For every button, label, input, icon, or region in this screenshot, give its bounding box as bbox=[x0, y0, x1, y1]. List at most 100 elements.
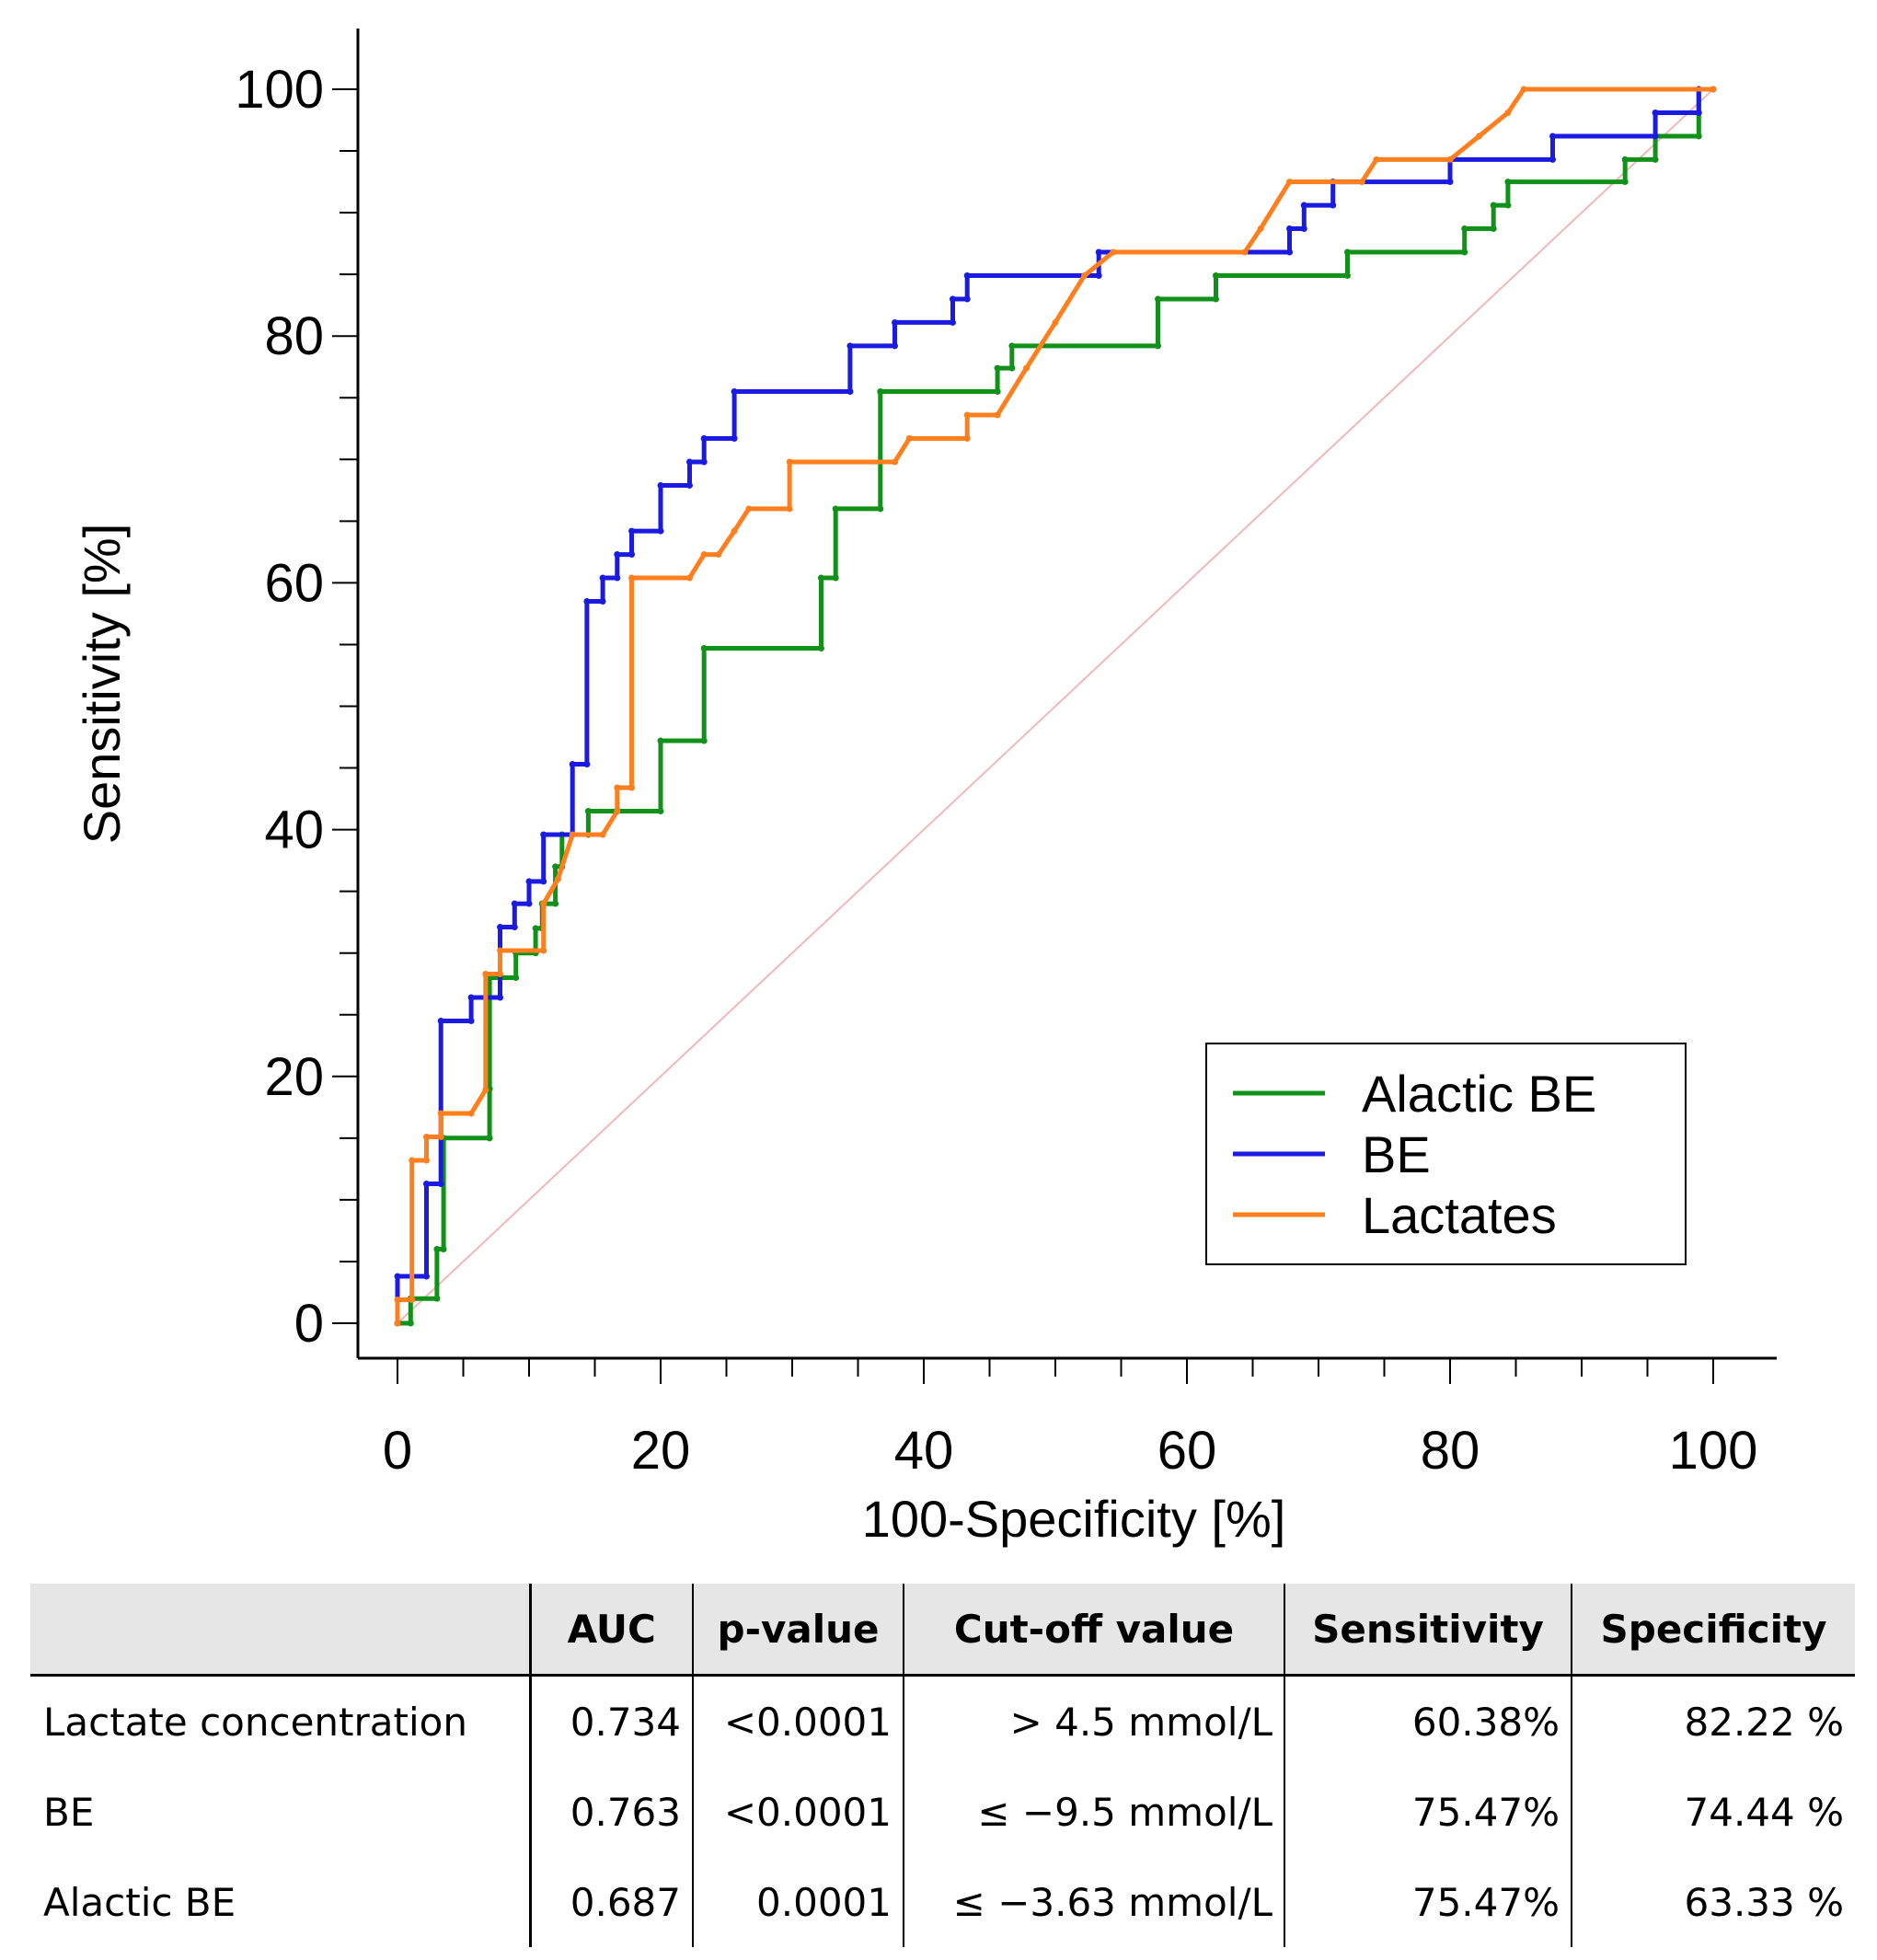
data-point bbox=[1023, 364, 1031, 372]
data-point bbox=[817, 644, 824, 651]
data-point bbox=[657, 737, 664, 744]
data-point bbox=[715, 551, 722, 559]
data-point bbox=[532, 925, 539, 932]
data-point bbox=[1373, 156, 1380, 163]
data-point bbox=[440, 1246, 447, 1253]
table-header-cell: Sensitivity bbox=[1284, 1584, 1572, 1677]
table-cell: ≤ −9.5 mmol/L bbox=[903, 1767, 1284, 1857]
table-row: Lactate concentration 0.734 <0.0001 > 4.… bbox=[30, 1675, 1855, 1767]
data-point bbox=[685, 574, 693, 582]
x-tick-label: 0 bbox=[383, 1421, 412, 1481]
data-point bbox=[832, 574, 839, 582]
data-point bbox=[1257, 225, 1264, 233]
data-point bbox=[409, 1297, 416, 1304]
table-header-cell bbox=[30, 1584, 530, 1677]
data-point bbox=[963, 271, 971, 279]
series-lactates bbox=[394, 86, 1717, 1327]
y-tick-label: 60 bbox=[264, 553, 324, 613]
data-point bbox=[1358, 179, 1365, 186]
legend-label-alactic-be: Alactic BE bbox=[1362, 1065, 1596, 1123]
data-point bbox=[512, 974, 520, 982]
data-point bbox=[394, 1297, 401, 1304]
table-cell: Alactic BE bbox=[43, 1879, 236, 1925]
table-row: Alactic BE 0.687 0.0001 ≤ −3.63 mmol/L 7… bbox=[30, 1857, 1855, 1947]
data-point bbox=[846, 388, 854, 396]
data-point bbox=[1504, 179, 1512, 186]
data-point bbox=[1695, 109, 1702, 116]
data-point bbox=[599, 831, 606, 838]
x-tick-label: 40 bbox=[894, 1421, 954, 1481]
data-point bbox=[422, 1134, 430, 1141]
data-point bbox=[540, 900, 547, 907]
table-cell: <0.0001 bbox=[692, 1767, 904, 1857]
data-point bbox=[511, 924, 518, 931]
data-point bbox=[1300, 202, 1307, 209]
data-point bbox=[437, 1110, 444, 1117]
table-cell: 63.33 % bbox=[1571, 1857, 1855, 1947]
data-point bbox=[467, 1017, 475, 1024]
data-point bbox=[552, 900, 559, 907]
data-point bbox=[552, 863, 559, 870]
data-point bbox=[700, 458, 708, 466]
table-cell: 0.0001 bbox=[692, 1857, 904, 1947]
reference-line bbox=[397, 88, 1714, 1324]
data-point bbox=[1621, 156, 1629, 163]
table-cell: ≤ −3.63 mmol/L bbox=[903, 1857, 1284, 1947]
data-point bbox=[437, 1134, 444, 1141]
data-point bbox=[657, 527, 664, 535]
results-table: AUC p-value Cut-off value Sensitivity Sp… bbox=[30, 1584, 1855, 1947]
table-row: BE 0.763 <0.0001 ≤ −9.5 mmol/L 75.47% 74… bbox=[30, 1767, 1855, 1857]
data-point bbox=[1241, 248, 1249, 256]
data-point bbox=[1300, 225, 1307, 233]
data-point bbox=[892, 342, 899, 350]
data-point bbox=[817, 574, 824, 582]
data-point bbox=[700, 551, 708, 559]
data-point bbox=[786, 458, 793, 466]
data-point bbox=[1095, 271, 1102, 279]
data-point bbox=[905, 435, 913, 443]
legend-label-be: BE bbox=[1362, 1125, 1431, 1183]
data-point bbox=[599, 598, 606, 605]
table-cell: 60.38% bbox=[1284, 1675, 1572, 1767]
table-cell: 0.763 bbox=[528, 1767, 693, 1857]
series-line-lactates bbox=[395, 86, 1713, 1323]
data-point bbox=[832, 505, 839, 513]
data-point bbox=[1095, 248, 1102, 256]
y-tick-label: 80 bbox=[264, 306, 324, 366]
y-tick-label: 20 bbox=[264, 1047, 324, 1107]
data-point bbox=[1343, 248, 1351, 256]
legend: Alactic BE BE Lactates bbox=[1205, 1043, 1687, 1265]
data-point bbox=[1286, 248, 1294, 256]
data-point bbox=[437, 1017, 444, 1024]
data-point bbox=[1110, 248, 1117, 256]
data-point bbox=[511, 900, 518, 907]
data-point bbox=[614, 574, 621, 582]
data-point bbox=[614, 551, 621, 559]
x-tick-label: 20 bbox=[631, 1421, 691, 1481]
data-point bbox=[1695, 133, 1702, 140]
data-point bbox=[963, 295, 971, 303]
data-point bbox=[1490, 225, 1497, 233]
table-header-cell: Cut-off value bbox=[903, 1584, 1284, 1677]
data-point bbox=[1475, 133, 1482, 140]
table-cell: 0.734 bbox=[528, 1675, 693, 1767]
data-point bbox=[731, 388, 738, 396]
table-cell: Lactate concentration bbox=[43, 1699, 467, 1745]
data-point bbox=[525, 900, 533, 907]
data-point bbox=[963, 411, 971, 419]
data-point bbox=[846, 342, 854, 350]
y-tick-label: 40 bbox=[264, 801, 324, 860]
data-point bbox=[685, 458, 693, 466]
data-point bbox=[486, 1135, 493, 1142]
data-point bbox=[497, 994, 504, 1001]
data-point bbox=[422, 1157, 430, 1164]
data-point bbox=[994, 388, 1001, 396]
data-point bbox=[497, 970, 504, 977]
roc-chart: 0 20 40 60 80 100 0 20 40 60 80 100 100-Specificity… bbox=[73, 29, 1777, 1548]
data-point bbox=[1286, 225, 1294, 233]
table-cell: <0.0001 bbox=[692, 1675, 904, 1767]
data-point bbox=[1446, 156, 1454, 163]
data-point bbox=[731, 435, 738, 443]
y-axis-title: Sensitivity [%] bbox=[73, 524, 131, 845]
data-point bbox=[994, 364, 1001, 372]
